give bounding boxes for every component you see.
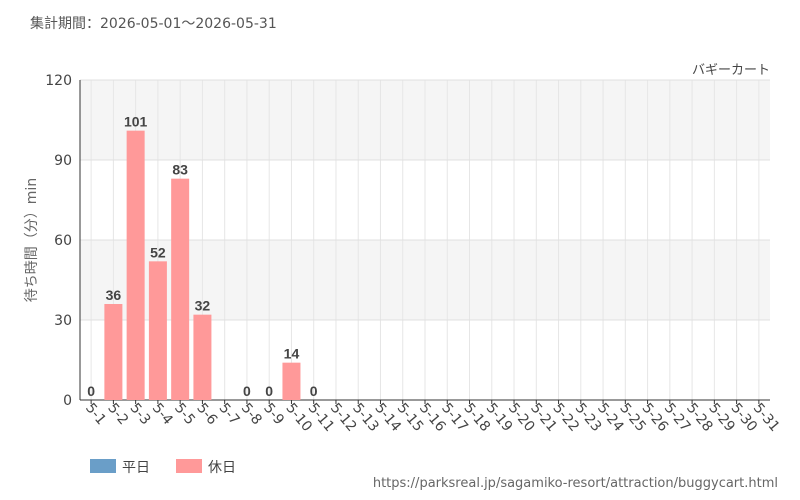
bar: [126, 130, 145, 400]
bar: [282, 362, 301, 400]
bar: [171, 178, 190, 400]
value-label: 101: [124, 114, 148, 130]
x-tick-label: 5-8: [238, 400, 265, 428]
x-tick-label: 5-9: [260, 400, 287, 428]
bar: [148, 261, 167, 400]
y-tick-label: 0: [63, 393, 72, 409]
value-label: 0: [265, 383, 273, 399]
value-label: 0: [243, 383, 251, 399]
x-tick-label: 5-4: [149, 400, 176, 428]
chart-title: バギーカート: [692, 63, 770, 78]
x-tick-label: 5-3: [127, 400, 154, 428]
legend-swatch: [176, 459, 202, 473]
value-label: 32: [195, 298, 211, 314]
value-label: 14: [284, 346, 300, 362]
legend-label: 休日: [208, 460, 236, 476]
x-tick-label: 5-5: [171, 400, 198, 428]
legend-label: 平日: [122, 460, 150, 476]
y-tick-label: 30: [54, 313, 72, 329]
x-tick-label: 5-6: [193, 400, 220, 428]
bar: [104, 304, 123, 400]
value-label: 0: [87, 383, 95, 399]
y-tick-label: 60: [54, 233, 72, 249]
bar: [193, 314, 212, 400]
x-tick-label: 5-1: [82, 400, 109, 428]
header: 集計期間：2026-05-01〜2026-05-31: [30, 15, 277, 32]
y-tick-label: 90: [54, 153, 72, 169]
source: https://parksreal.jp/sagamiko-resort/att…: [373, 476, 778, 491]
y-tick-label: 120: [45, 73, 72, 89]
y-axis-label: 待ち時間（分）min: [24, 178, 40, 302]
value-label: 36: [106, 287, 122, 303]
value-label: 83: [172, 162, 188, 178]
x-tick-label: 5-7: [216, 400, 243, 428]
value-label: 0: [310, 383, 318, 399]
legend-swatch: [90, 459, 116, 473]
value-label: 52: [150, 244, 166, 260]
x-tick-label: 5-2: [104, 400, 131, 428]
